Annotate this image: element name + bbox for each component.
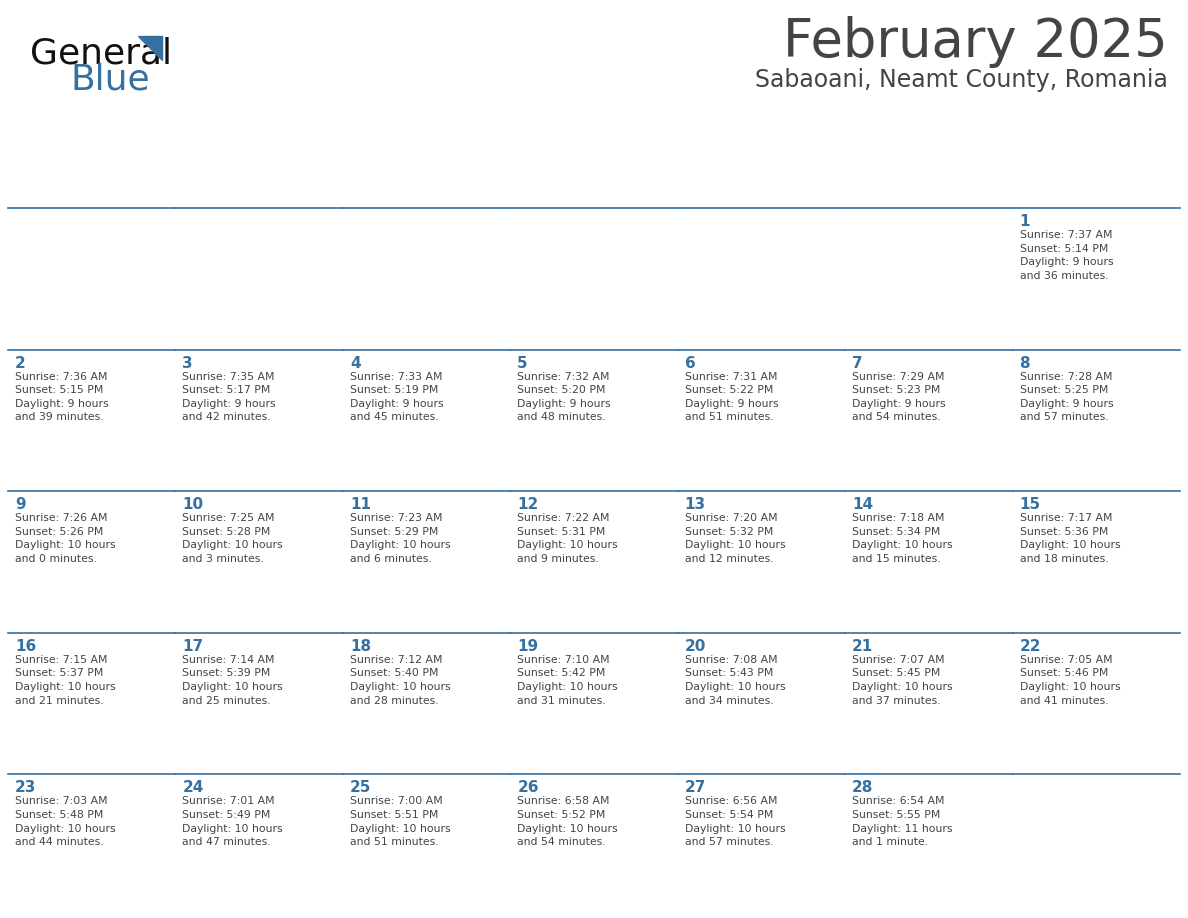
Text: 11: 11 [349,498,371,512]
Text: 5: 5 [517,355,527,371]
Text: Sunrise: 7:05 AM
Sunset: 5:46 PM
Daylight: 10 hours
and 41 minutes.: Sunrise: 7:05 AM Sunset: 5:46 PM Dayligh… [1019,655,1120,706]
Text: 2: 2 [15,355,26,371]
Text: Sunrise: 7:18 AM
Sunset: 5:34 PM
Daylight: 10 hours
and 15 minutes.: Sunrise: 7:18 AM Sunset: 5:34 PM Dayligh… [852,513,953,564]
Text: 20: 20 [684,639,706,654]
Text: Sunrise: 6:54 AM
Sunset: 5:55 PM
Daylight: 11 hours
and 1 minute.: Sunrise: 6:54 AM Sunset: 5:55 PM Dayligh… [852,797,953,847]
Text: Sunrise: 7:03 AM
Sunset: 5:48 PM
Daylight: 10 hours
and 44 minutes.: Sunrise: 7:03 AM Sunset: 5:48 PM Dayligh… [15,797,115,847]
Text: 8: 8 [1019,355,1030,371]
Text: Sunrise: 7:36 AM
Sunset: 5:15 PM
Daylight: 9 hours
and 39 minutes.: Sunrise: 7:36 AM Sunset: 5:15 PM Dayligh… [15,372,108,422]
Text: Sunrise: 7:22 AM
Sunset: 5:31 PM
Daylight: 10 hours
and 9 minutes.: Sunrise: 7:22 AM Sunset: 5:31 PM Dayligh… [517,513,618,564]
Text: Sunrise: 7:25 AM
Sunset: 5:28 PM
Daylight: 10 hours
and 3 minutes.: Sunrise: 7:25 AM Sunset: 5:28 PM Dayligh… [183,513,283,564]
Text: 12: 12 [517,498,538,512]
Text: 4: 4 [349,355,360,371]
Text: Sunrise: 7:12 AM
Sunset: 5:40 PM
Daylight: 10 hours
and 28 minutes.: Sunrise: 7:12 AM Sunset: 5:40 PM Dayligh… [349,655,450,706]
Text: Sunrise: 7:14 AM
Sunset: 5:39 PM
Daylight: 10 hours
and 25 minutes.: Sunrise: 7:14 AM Sunset: 5:39 PM Dayligh… [183,655,283,706]
Text: 18: 18 [349,639,371,654]
Text: 23: 23 [15,780,37,795]
Text: 13: 13 [684,498,706,512]
Text: Sunrise: 7:23 AM
Sunset: 5:29 PM
Daylight: 10 hours
and 6 minutes.: Sunrise: 7:23 AM Sunset: 5:29 PM Dayligh… [349,513,450,564]
Text: 14: 14 [852,498,873,512]
Text: Sunrise: 7:07 AM
Sunset: 5:45 PM
Daylight: 10 hours
and 37 minutes.: Sunrise: 7:07 AM Sunset: 5:45 PM Dayligh… [852,655,953,706]
Text: Sunrise: 7:28 AM
Sunset: 5:25 PM
Daylight: 9 hours
and 57 minutes.: Sunrise: 7:28 AM Sunset: 5:25 PM Dayligh… [1019,372,1113,422]
Text: 26: 26 [517,780,539,795]
Polygon shape [138,36,162,60]
Text: Sunrise: 7:20 AM
Sunset: 5:32 PM
Daylight: 10 hours
and 12 minutes.: Sunrise: 7:20 AM Sunset: 5:32 PM Dayligh… [684,513,785,564]
Text: 9: 9 [15,498,26,512]
Text: 25: 25 [349,780,371,795]
Text: Sunrise: 6:58 AM
Sunset: 5:52 PM
Daylight: 10 hours
and 54 minutes.: Sunrise: 6:58 AM Sunset: 5:52 PM Dayligh… [517,797,618,847]
Text: Blue: Blue [70,62,150,96]
Text: Sabaoani, Neamt County, Romania: Sabaoani, Neamt County, Romania [756,68,1168,92]
Text: Tuesday: Tuesday [350,176,421,192]
Text: Sunrise: 7:31 AM
Sunset: 5:22 PM
Daylight: 9 hours
and 51 minutes.: Sunrise: 7:31 AM Sunset: 5:22 PM Dayligh… [684,372,778,422]
Text: Sunrise: 7:35 AM
Sunset: 5:17 PM
Daylight: 9 hours
and 42 minutes.: Sunrise: 7:35 AM Sunset: 5:17 PM Dayligh… [183,372,276,422]
Text: Thursday: Thursday [685,176,765,192]
Text: Wednesday: Wednesday [518,176,617,192]
Text: 28: 28 [852,780,873,795]
Text: Monday: Monday [183,176,251,192]
Text: 1: 1 [1019,214,1030,229]
Text: Sunrise: 7:26 AM
Sunset: 5:26 PM
Daylight: 10 hours
and 0 minutes.: Sunrise: 7:26 AM Sunset: 5:26 PM Dayligh… [15,513,115,564]
Text: 21: 21 [852,639,873,654]
Text: Sunrise: 6:56 AM
Sunset: 5:54 PM
Daylight: 10 hours
and 57 minutes.: Sunrise: 6:56 AM Sunset: 5:54 PM Dayligh… [684,797,785,847]
Text: 27: 27 [684,780,706,795]
Text: Sunrise: 7:33 AM
Sunset: 5:19 PM
Daylight: 9 hours
and 45 minutes.: Sunrise: 7:33 AM Sunset: 5:19 PM Dayligh… [349,372,443,422]
Text: 3: 3 [183,355,194,371]
Text: 15: 15 [1019,498,1041,512]
Text: Sunrise: 7:37 AM
Sunset: 5:14 PM
Daylight: 9 hours
and 36 minutes.: Sunrise: 7:37 AM Sunset: 5:14 PM Dayligh… [1019,230,1113,281]
Text: Sunday: Sunday [15,176,80,192]
Text: Sunrise: 7:10 AM
Sunset: 5:42 PM
Daylight: 10 hours
and 31 minutes.: Sunrise: 7:10 AM Sunset: 5:42 PM Dayligh… [517,655,618,706]
Text: General: General [30,36,172,70]
Text: 6: 6 [684,355,695,371]
Text: Sunrise: 7:17 AM
Sunset: 5:36 PM
Daylight: 10 hours
and 18 minutes.: Sunrise: 7:17 AM Sunset: 5:36 PM Dayligh… [1019,513,1120,564]
Text: Sunrise: 7:01 AM
Sunset: 5:49 PM
Daylight: 10 hours
and 47 minutes.: Sunrise: 7:01 AM Sunset: 5:49 PM Dayligh… [183,797,283,847]
Text: 16: 16 [15,639,37,654]
Text: 7: 7 [852,355,862,371]
Text: 10: 10 [183,498,203,512]
Text: Saturday: Saturday [1020,176,1099,192]
Text: Friday: Friday [853,176,905,192]
Text: 22: 22 [1019,639,1041,654]
Text: Sunrise: 7:29 AM
Sunset: 5:23 PM
Daylight: 9 hours
and 54 minutes.: Sunrise: 7:29 AM Sunset: 5:23 PM Dayligh… [852,372,946,422]
Text: 24: 24 [183,780,204,795]
Text: February 2025: February 2025 [783,16,1168,68]
Text: Sunrise: 7:00 AM
Sunset: 5:51 PM
Daylight: 10 hours
and 51 minutes.: Sunrise: 7:00 AM Sunset: 5:51 PM Dayligh… [349,797,450,847]
Text: Sunrise: 7:32 AM
Sunset: 5:20 PM
Daylight: 9 hours
and 48 minutes.: Sunrise: 7:32 AM Sunset: 5:20 PM Dayligh… [517,372,611,422]
Text: 17: 17 [183,639,203,654]
Text: Sunrise: 7:08 AM
Sunset: 5:43 PM
Daylight: 10 hours
and 34 minutes.: Sunrise: 7:08 AM Sunset: 5:43 PM Dayligh… [684,655,785,706]
Text: Sunrise: 7:15 AM
Sunset: 5:37 PM
Daylight: 10 hours
and 21 minutes.: Sunrise: 7:15 AM Sunset: 5:37 PM Dayligh… [15,655,115,706]
Text: 19: 19 [517,639,538,654]
